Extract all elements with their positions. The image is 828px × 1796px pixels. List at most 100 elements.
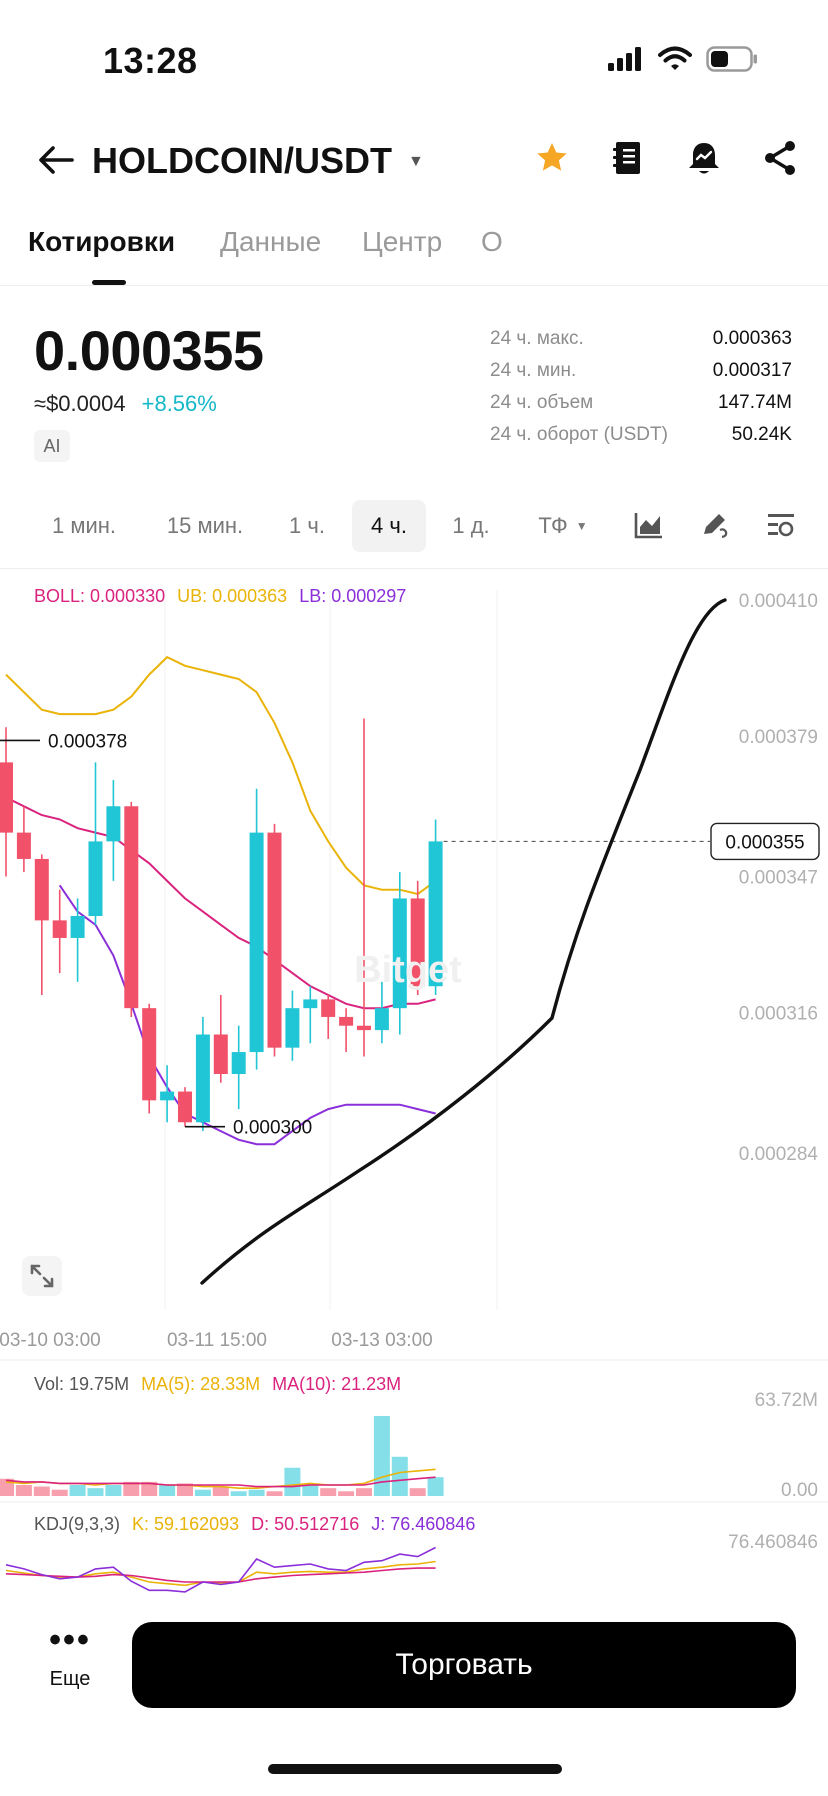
tab-data[interactable]: Данные — [220, 226, 322, 257]
y-axis-label: 0.000410 — [739, 591, 818, 612]
trade-button-label: Торговать — [395, 1648, 533, 1681]
volume-bar — [409, 1488, 426, 1496]
y-axis-label: 0.000347 — [739, 868, 818, 889]
x-axis-label: 03-13 03:00 — [331, 1330, 432, 1351]
volume-bar — [284, 1467, 301, 1496]
share-button[interactable] — [760, 138, 800, 178]
timeframe-15m[interactable]: 15 мин. — [166, 513, 244, 538]
volume-bar — [159, 1485, 176, 1496]
candle-body — [213, 1034, 228, 1074]
volume-bar — [248, 1489, 265, 1496]
pen-icon — [704, 514, 728, 539]
chart-settings-button[interactable] — [764, 508, 798, 542]
nav-actions — [532, 138, 800, 178]
stat-value-turnover: 50.24K — [731, 424, 792, 445]
kdj-j-line — [5, 1546, 436, 1593]
volume-legend[interactable]: Vol: 19.75M MA(5): 28.33M MA(10): 21.23M — [34, 1374, 401, 1395]
candlestick-chart[interactable]: 0.000410 0.000379 0.000347 0.000316 0.000284… — [0, 570, 828, 1606]
volume-ma5-value: MA(5): 28.33M — [141, 1374, 261, 1394]
candle-body — [52, 920, 67, 938]
ai-badge[interactable]: AI — [34, 430, 70, 462]
pair-selector[interactable]: HOLDCOIN/USDT ▼ — [92, 140, 424, 182]
kdj-legend[interactable]: KDJ(9,3,3) K: 59.162093 D: 50.512716 J: … — [34, 1514, 475, 1535]
timeframe-more-label: ТФ — [538, 513, 568, 538]
kdj-d-line — [5, 1567, 436, 1583]
stat-row: 24 ч. мин. 0.000317 — [490, 360, 792, 392]
high-marker-label: 0.000378 — [48, 731, 127, 752]
bottom-bar: ••• Еще Торговать — [0, 1606, 828, 1726]
stats-panel: 24 ч. макс. 0.000363 24 ч. мин. 0.000317… — [490, 328, 792, 456]
candle-body — [34, 858, 49, 921]
price-alert-button[interactable] — [684, 138, 724, 178]
candle-body — [178, 1091, 192, 1123]
y-axis-label: 0.000284 — [739, 1144, 819, 1165]
tab-bar: Котировки Данные Центр О — [0, 222, 828, 286]
stat-label-high: 24 ч. макс. — [490, 328, 584, 349]
status-icons — [608, 46, 758, 72]
candle-body — [124, 806, 139, 1009]
candle-body — [106, 806, 121, 842]
current-price-tag — [710, 822, 820, 861]
candle-body — [374, 1008, 389, 1031]
caret-down-icon: ▼ — [575, 519, 588, 533]
volume-axis-label: 63.72M — [755, 1390, 818, 1411]
volume-bar — [230, 1491, 247, 1496]
battery-icon — [706, 46, 757, 72]
y-axis-label: 0.000316 — [739, 1004, 818, 1025]
candle-body — [249, 832, 264, 1053]
cellular-signal-icon — [608, 47, 641, 71]
share-icon — [765, 141, 795, 175]
volume-value: Vol: 19.75M — [34, 1374, 130, 1394]
tab-about[interactable]: О — [481, 226, 503, 257]
chart-type-button[interactable] — [632, 508, 666, 542]
candle-body — [303, 999, 318, 1009]
more-icon: ••• — [49, 1621, 91, 1659]
price-change: +8.56% — [141, 391, 217, 416]
timeframe-1h[interactable]: 1 ч. — [289, 513, 325, 538]
back-button[interactable] — [34, 138, 78, 182]
candle-body — [70, 916, 85, 938]
area-chart-icon — [634, 513, 662, 539]
stat-value-high: 0.000363 — [712, 328, 792, 349]
volume-bar — [427, 1477, 444, 1496]
volume-bar — [141, 1481, 158, 1496]
volume-bar — [105, 1485, 122, 1496]
notes-button[interactable] — [608, 138, 648, 178]
candle-body — [357, 1025, 371, 1031]
stat-value-volume: 147.74M — [718, 392, 792, 413]
tab-quotes[interactable]: Котировки — [28, 226, 176, 257]
boll-lower-value: LB: 0.000297 — [299, 586, 407, 606]
volume-bar — [373, 1415, 390, 1496]
y-axis-label: 0.000379 — [739, 727, 818, 748]
candle-body — [195, 1034, 210, 1123]
fullscreen-button[interactable] — [22, 1256, 62, 1296]
volume-bar — [391, 1456, 408, 1496]
timeframe-4h[interactable]: 4 ч. — [352, 500, 426, 552]
expand-icon — [30, 1264, 54, 1288]
drawing-tools-button[interactable] — [698, 508, 732, 542]
low-marker-label: 0.000300 — [233, 1118, 312, 1139]
stat-row: 24 ч. макс. 0.000363 — [490, 328, 792, 360]
boll-legend[interactable]: BOLL: 0.000330 UB: 0.000363 LB: 0.000297 — [34, 586, 406, 607]
candle-body — [88, 841, 103, 916]
volume-bar — [356, 1488, 372, 1496]
candle-body — [16, 832, 31, 859]
timeframe-1d[interactable]: 1 д. — [452, 513, 490, 538]
chart-divider — [0, 568, 828, 569]
more-label: Еще — [49, 1668, 91, 1690]
volume-bar — [123, 1481, 140, 1496]
kdj-j-value: J: 76.460846 — [371, 1514, 476, 1534]
timeframe-1m[interactable]: 1 мин. — [51, 513, 117, 538]
volume-bar — [338, 1491, 355, 1496]
more-button[interactable]: ••• Еще — [28, 1621, 112, 1691]
favorite-button[interactable] — [532, 138, 572, 178]
watermark-text: Bitget — [354, 949, 462, 991]
trade-button[interactable]: Торговать — [132, 1622, 796, 1708]
candle-body — [428, 841, 443, 987]
active-tab-indicator — [92, 280, 126, 285]
stat-row: 24 ч. оборот (USDT) 50.24K — [490, 424, 792, 456]
candle-body — [160, 1091, 175, 1101]
candle-body — [0, 762, 13, 833]
tab-center[interactable]: Центр — [362, 226, 443, 257]
timeframe-more[interactable]: ТФ ▼ — [518, 500, 608, 552]
